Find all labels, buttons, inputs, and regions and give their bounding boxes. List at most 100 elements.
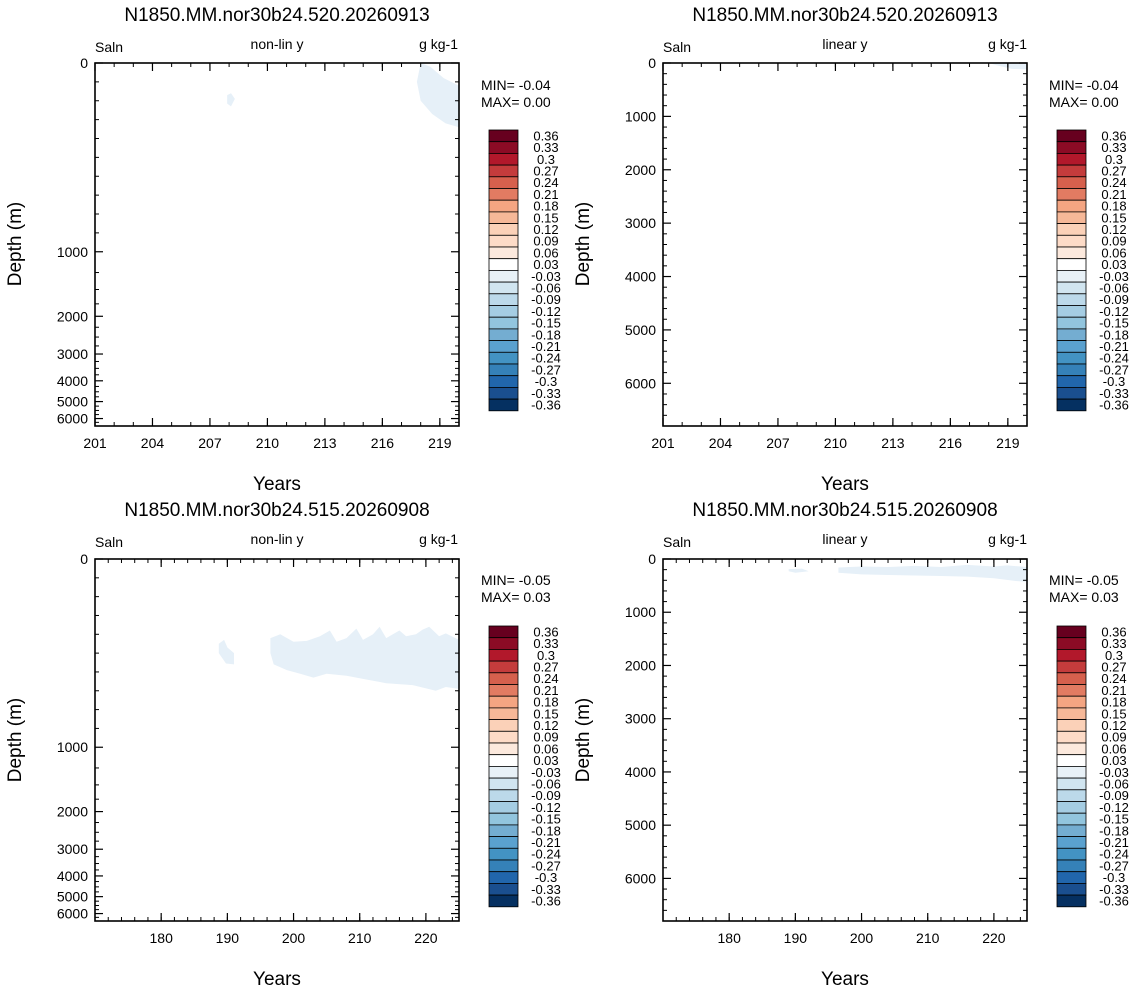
- y-tick-label: 1000: [625, 108, 656, 124]
- colorbar-swatch: [488, 199, 519, 213]
- colorbar-label: 0.21: [1101, 187, 1126, 202]
- units-label: g kg-1: [988, 531, 1027, 547]
- colorbar-swatch: [1056, 223, 1087, 236]
- colorbar-label: -0.09: [1099, 788, 1129, 803]
- x-tick-label: 201: [83, 435, 107, 451]
- colorbar-swatch: [1056, 777, 1087, 791]
- colorbar-swatch: [488, 883, 519, 896]
- colorbar-swatch: [1056, 754, 1087, 767]
- y-axis-label: Depth (m): [5, 202, 26, 286]
- colorbar-swatch: [1056, 293, 1087, 306]
- colorbar-label: 0.21: [533, 187, 558, 202]
- colorbar-label: -0.27: [1099, 362, 1129, 377]
- colorbar-swatch: [1056, 234, 1087, 248]
- colorbar-label: 0.06: [533, 245, 558, 260]
- x-tick-label: 210: [916, 930, 940, 946]
- colorbar-label: 0.24: [1101, 175, 1126, 190]
- colorbar-label: 0.27: [1101, 659, 1126, 674]
- colorbar-swatch: [1056, 742, 1087, 756]
- colorbar-label: -0.06: [1099, 280, 1129, 295]
- colorbar-swatch: [1056, 164, 1087, 178]
- contour-fill-region: [227, 93, 235, 107]
- colorbar-label: 0.09: [533, 234, 558, 249]
- colorbar-swatch: [1056, 340, 1087, 353]
- colorbar-label: -0.03: [531, 269, 561, 284]
- colorbar-swatch: [1056, 141, 1087, 154]
- x-tick-label: 207: [198, 435, 222, 451]
- panel-title: N1850.MM.nor30b24.520.20260913: [692, 5, 997, 26]
- colorbar-label: 0.12: [1101, 222, 1126, 237]
- colorbar-swatch: [1056, 871, 1087, 884]
- contour-fill-region: [416, 63, 459, 128]
- colorbar-swatch: [1056, 637, 1087, 650]
- plot-frame: [662, 558, 1028, 922]
- x-tick-label: 213: [313, 435, 337, 451]
- colorbar-label: 0.15: [1101, 210, 1126, 225]
- colorbar-swatch: [488, 258, 519, 271]
- colorbar-swatch: [488, 847, 519, 861]
- colorbar-swatch: [488, 176, 519, 189]
- colorbar-swatch: [488, 766, 519, 779]
- colorbar-label: 0.18: [1101, 199, 1126, 214]
- colorbar-swatch: [1056, 625, 1087, 639]
- colorbar-label: 0.27: [533, 659, 558, 674]
- colorbar-label: -0.09: [531, 292, 561, 307]
- min-stat: MIN= -0.05: [1049, 572, 1119, 588]
- colorbar-swatch: [1056, 789, 1087, 802]
- y-axis-label: Depth (m): [573, 202, 594, 286]
- y-tick-label: 1000: [625, 604, 656, 620]
- colorbar-label: 0.33: [533, 140, 558, 155]
- panel-1: N1850.MM.nor30b24.520.20260913 Saln non-…: [5, 5, 561, 495]
- colorbar-label: -0.21: [1099, 835, 1129, 850]
- colorbar-swatch: [488, 316, 519, 330]
- colorbar-swatch: [1056, 649, 1087, 662]
- x-axis-label: Years: [253, 474, 301, 495]
- colorbar-label: -0.03: [531, 765, 561, 780]
- x-tick-label: 210: [256, 435, 280, 451]
- colorbar-swatch: [1056, 375, 1087, 388]
- colorbar-swatch: [488, 269, 519, 283]
- units-label: g kg-1: [988, 36, 1027, 52]
- colorbar-swatch: [488, 211, 519, 224]
- colorbar-swatch: [1056, 386, 1087, 400]
- colorbar-swatch: [488, 188, 519, 201]
- colorbar-swatch: [488, 386, 519, 400]
- colorbar-label: -0.21: [531, 835, 561, 850]
- y-tick-label: 1000: [57, 739, 88, 755]
- panel-title: N1850.MM.nor30b24.515.20260908: [124, 500, 429, 521]
- colorbar-swatch: [488, 637, 519, 650]
- y-tick-label: 5000: [625, 322, 656, 338]
- y-tick-label: 2000: [57, 308, 88, 324]
- colorbar-swatch: [488, 164, 519, 178]
- panel-2: N1850.MM.nor30b24.520.20260913 Saln line…: [573, 5, 1129, 495]
- y-tick-label: 6000: [57, 906, 88, 922]
- y-tick-label: 2000: [625, 162, 656, 178]
- colorbar-label: -0.27: [531, 362, 561, 377]
- y-tick-label: 1000: [57, 244, 88, 260]
- colorbar-label: -0.33: [531, 882, 561, 897]
- variable-label: Saln: [95, 39, 123, 55]
- min-stat: MIN= -0.04: [1049, 77, 1119, 93]
- colorbar-swatch: [488, 281, 519, 295]
- y-tick-label: 6000: [625, 870, 656, 886]
- colorbar-label: -0.06: [1099, 776, 1129, 791]
- colorbar-swatch: [488, 363, 519, 377]
- colorbar-label: -0.3: [1103, 374, 1125, 389]
- colorbar-swatch: [1056, 847, 1087, 861]
- colorbar-swatch: [488, 152, 519, 166]
- colorbar-swatch: [1056, 695, 1087, 709]
- colorbar-swatch: [1056, 707, 1087, 721]
- x-tick-label: 190: [784, 930, 808, 946]
- plot-area: 180 190 200 210 220 0 1000 2000 3000 4000 5000 6000: [625, 551, 1028, 946]
- colorbar-label: 0.15: [533, 210, 558, 225]
- colorbar-label: 0.15: [1101, 706, 1126, 721]
- y-tick-label: 4000: [57, 373, 88, 389]
- colorbar-label: -0.33: [1099, 386, 1129, 401]
- colorbar-label: 0.12: [533, 718, 558, 733]
- colorbar-label: 0.3: [537, 648, 555, 663]
- x-tick-label: 200: [282, 930, 306, 946]
- colorbar-label: -0.06: [531, 776, 561, 791]
- colorbar-label: -0.12: [1099, 304, 1129, 319]
- colorbar-label: 0.36: [533, 624, 558, 639]
